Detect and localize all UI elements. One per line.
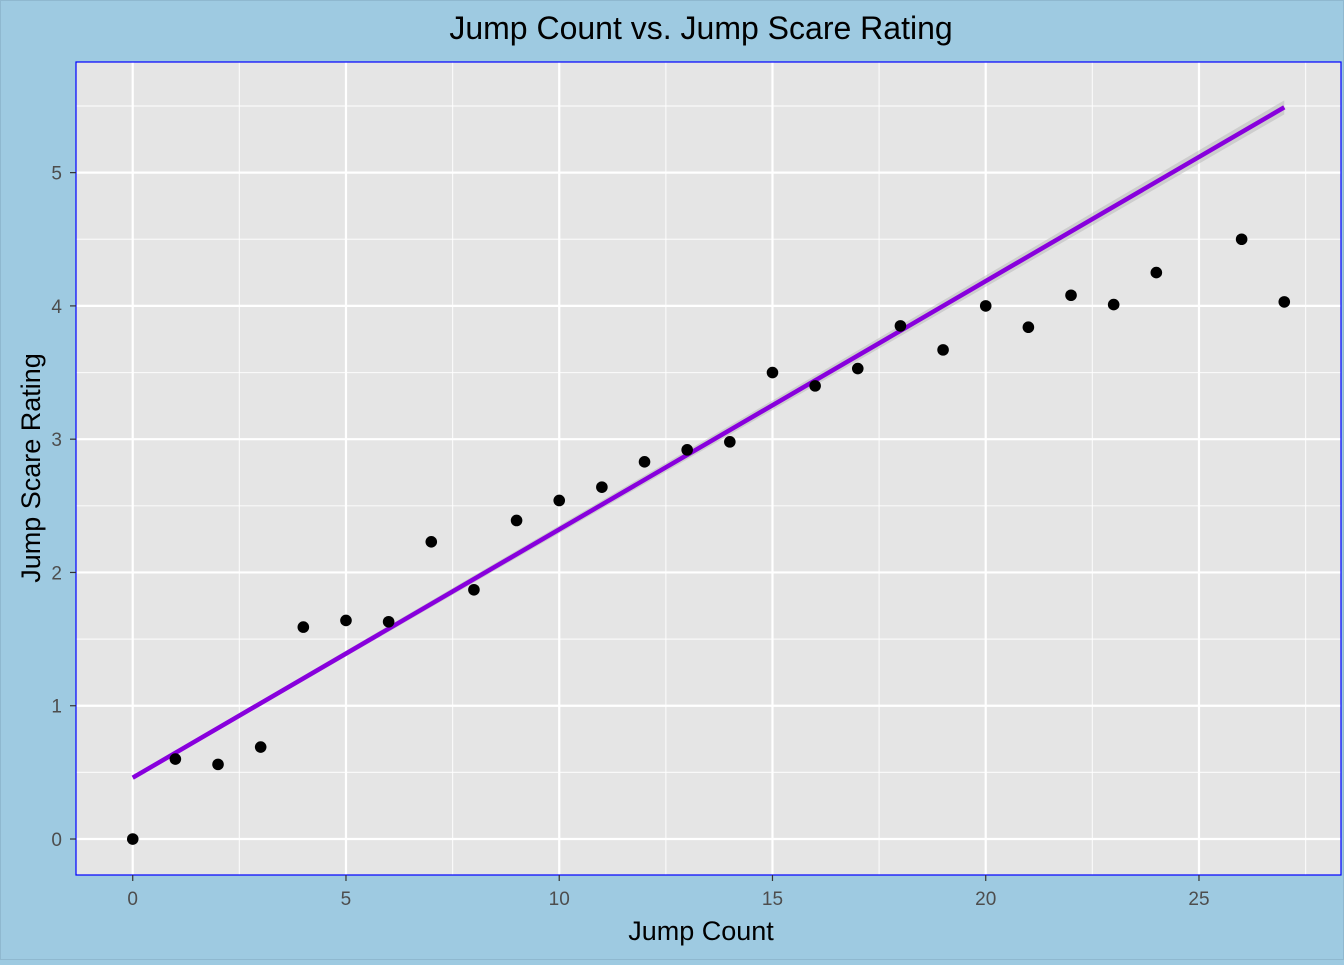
y-tick-label: 0 <box>51 830 62 851</box>
y-tick-label: 1 <box>51 697 62 718</box>
x-axis-label: Jump Count <box>628 916 774 946</box>
data-point <box>937 344 949 356</box>
data-point <box>1065 289 1077 302</box>
data-point <box>766 366 779 379</box>
data-point <box>297 621 310 633</box>
data-point <box>1278 296 1291 308</box>
y-axis-ticks: 0 1 2 3 4 5 <box>51 164 76 851</box>
data-point <box>1107 298 1120 311</box>
data-point <box>1150 266 1163 279</box>
data-point <box>510 514 523 527</box>
data-point <box>254 741 267 753</box>
x-tick-label: 15 <box>762 889 783 910</box>
data-point <box>468 583 480 596</box>
grid-minor <box>76 62 1341 875</box>
data-point <box>126 833 139 845</box>
x-axis-ticks: 0 5 10 15 20 25 <box>127 875 1210 910</box>
trend-line <box>131 105 1286 780</box>
data-point <box>596 481 608 493</box>
x-tick-label: 25 <box>1188 889 1209 910</box>
grid-major <box>76 62 1341 875</box>
y-tick-label: 4 <box>51 297 62 318</box>
y-tick-label: 3 <box>51 430 62 451</box>
data-point <box>169 753 182 765</box>
data-point <box>340 614 352 627</box>
data-point <box>1022 321 1035 334</box>
y-tick-label: 2 <box>51 563 62 584</box>
y-tick-label: 5 <box>51 164 62 185</box>
data-point <box>809 380 821 392</box>
data-point <box>212 758 224 771</box>
panel-border <box>75 61 1342 876</box>
data-point <box>425 536 438 548</box>
data-point <box>553 494 566 507</box>
data-point <box>1235 233 1248 246</box>
data-point <box>382 615 395 628</box>
data-point <box>851 362 864 375</box>
data-points <box>126 233 1291 845</box>
data-point <box>894 320 907 332</box>
x-tick-label: 0 <box>127 889 138 910</box>
chart-title: Jump Count vs. Jump Scare Rating <box>449 10 952 46</box>
x-tick-label: 20 <box>975 889 996 910</box>
trend-line-group <box>131 100 1286 780</box>
data-point <box>724 436 736 448</box>
data-point <box>979 300 992 312</box>
data-point <box>681 444 693 456</box>
x-tick-label: 10 <box>549 889 570 910</box>
x-tick-label: 5 <box>341 889 352 910</box>
y-axis-label: Jump Scare Rating <box>16 353 46 583</box>
data-point <box>638 456 651 468</box>
